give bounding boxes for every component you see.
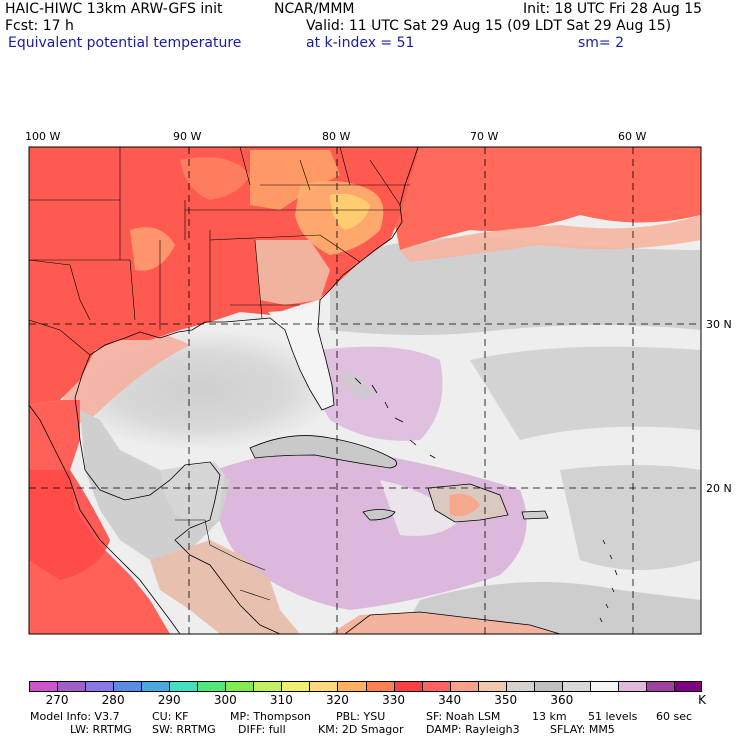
colorbar-swatch (29, 681, 58, 692)
damping-option: DAMP: Rayleigh3 (426, 723, 520, 736)
model-info: Model Info: V3.7 (30, 710, 120, 723)
coastlines (29, 147, 618, 634)
vertical-levels: 51 levels (588, 710, 638, 723)
colorbar-swatch (393, 681, 423, 692)
lon-label-70w: 70 W (470, 130, 498, 143)
shortwave-scheme: SW: RRTMG (152, 723, 216, 736)
lat-lon-grid (29, 147, 701, 634)
colorbar-tick-label: 360 (550, 693, 574, 707)
colorbar-swatch (85, 681, 114, 692)
colorbar-tick-label: 340 (438, 693, 462, 707)
colorbar-unit: K (698, 693, 706, 707)
colorbar-swatch (309, 681, 338, 692)
colorbar-swatch (477, 681, 507, 692)
level-label: at k-index = 51 (306, 35, 415, 51)
colorbar-swatch (197, 681, 226, 692)
colorbar-tick-label: 310 (269, 693, 293, 707)
lon-label-60w: 60 W (618, 130, 646, 143)
diffusion-option: DIFF: full (238, 723, 286, 736)
theta-e-map: 100 W 90 W 80 W 70 W 60 W 30 N 20 N (25, 130, 732, 635)
forecast-hour: Fcst: 17 h (5, 18, 74, 34)
colorbar-swatch (673, 681, 703, 692)
colorbar-swatch (281, 681, 310, 692)
colorbar-swatch (337, 681, 366, 692)
footer-line-1: Model Info: V3.7 CU: KF MP: Thompson PBL… (0, 711, 740, 723)
colorbar-swatch (169, 681, 198, 692)
colorbar-swatch (225, 681, 254, 692)
colorbar-swatch (533, 681, 563, 692)
colorbar-swatch (505, 681, 535, 692)
surface-layer-option: SFLAY: MM5 (550, 723, 615, 736)
colorbar-tick-label: 270 (45, 693, 69, 707)
lon-label-90w: 90 W (173, 130, 201, 143)
valid-time: Valid: 11 UTC Sat 29 Aug 15 (09 LDT Sat … (306, 18, 672, 34)
org-label: NCAR/MMM (274, 1, 355, 17)
colorbar-tick-label: 320 (326, 693, 349, 707)
colorbar-swatch (57, 681, 86, 692)
pbl-scheme: PBL: YSU (336, 710, 386, 723)
lat-label-20n: 20 N (706, 482, 732, 495)
colorbar-swatch (449, 681, 479, 692)
init-time: Init: 18 UTC Fri 28 Aug 15 (523, 1, 703, 17)
colorbar-swatch (253, 681, 282, 692)
colorbar-swatch (589, 681, 619, 692)
colorbar-swatch (365, 681, 395, 692)
colorbar-swatch (141, 681, 170, 692)
footer-line-2: LW: RRTMG SW: RRTMG DIFF: full KM: 2D Sm… (0, 724, 740, 736)
colorbar-swatch (421, 681, 451, 692)
colorbar-tick-label: 330 (382, 693, 405, 707)
time-step: 60 sec (656, 710, 693, 723)
lon-label-80w: 80 W (322, 130, 350, 143)
colorbar-swatch (113, 681, 142, 692)
colorbar-tick-label: 350 (494, 693, 518, 707)
lat-label-30n: 30 N (706, 318, 732, 331)
colorbar-tick-label: 290 (157, 693, 181, 707)
smoothing-label: sm= 2 (578, 35, 625, 51)
field-name: Equivalent potential temperature (8, 35, 242, 51)
cumulus-scheme: CU: KF (152, 710, 189, 723)
lon-label-100w: 100 W (25, 130, 60, 143)
colorbar-swatch (617, 681, 647, 692)
eddy-coefficient-option: KM: 2D Smagor (318, 723, 404, 736)
surface-scheme: SF: Noah LSM (426, 710, 501, 723)
longwave-scheme: LW: RRTMG (70, 723, 132, 736)
grid-spacing: 13 km (532, 710, 567, 723)
colorbar-tick-label: 280 (101, 693, 125, 707)
map-field (29, 147, 701, 634)
colorbar-swatch (645, 681, 675, 692)
map-frame (28, 146, 702, 635)
colorbar-tick-label: 300 (213, 693, 237, 707)
colorbar-swatch (561, 681, 591, 692)
political-borders (29, 147, 410, 601)
microphysics-scheme: MP: Thompson (230, 710, 311, 723)
model-title: HAIC-HIWC 13km ARW-GFS init (5, 1, 223, 17)
